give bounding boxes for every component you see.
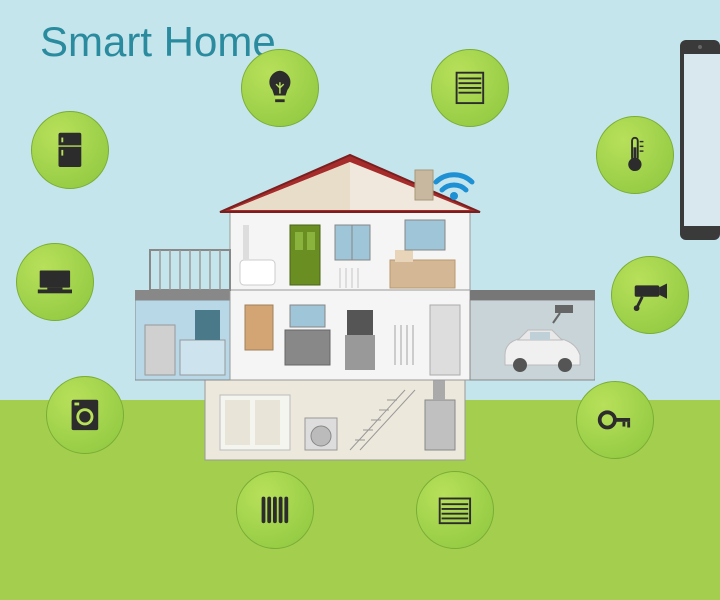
house-cutaway	[135, 150, 595, 475]
key-bubble	[576, 381, 654, 459]
wifi-icon	[430, 160, 478, 205]
thermometer-bubble	[596, 116, 674, 194]
thermometer-icon	[614, 134, 656, 176]
smartphone	[680, 40, 720, 245]
radiator-bubble	[236, 471, 314, 549]
key-icon	[594, 399, 636, 441]
blinds-bubble	[431, 49, 509, 127]
page-title: Smart Home	[40, 18, 276, 66]
washer-bubble	[46, 376, 124, 454]
garage-bubble	[416, 471, 494, 549]
media-bubble	[16, 243, 94, 321]
radiator-icon	[254, 489, 296, 531]
fridge-icon	[49, 129, 91, 171]
media-icon	[34, 261, 76, 303]
fridge-bubble	[31, 111, 109, 189]
washer-icon	[64, 394, 106, 436]
cctv-icon	[629, 274, 671, 316]
blinds-icon	[449, 67, 491, 109]
cctv-bubble	[611, 256, 689, 334]
garage-icon	[434, 489, 476, 531]
lightbulb-icon	[259, 67, 301, 109]
lightbulb-bubble	[241, 49, 319, 127]
